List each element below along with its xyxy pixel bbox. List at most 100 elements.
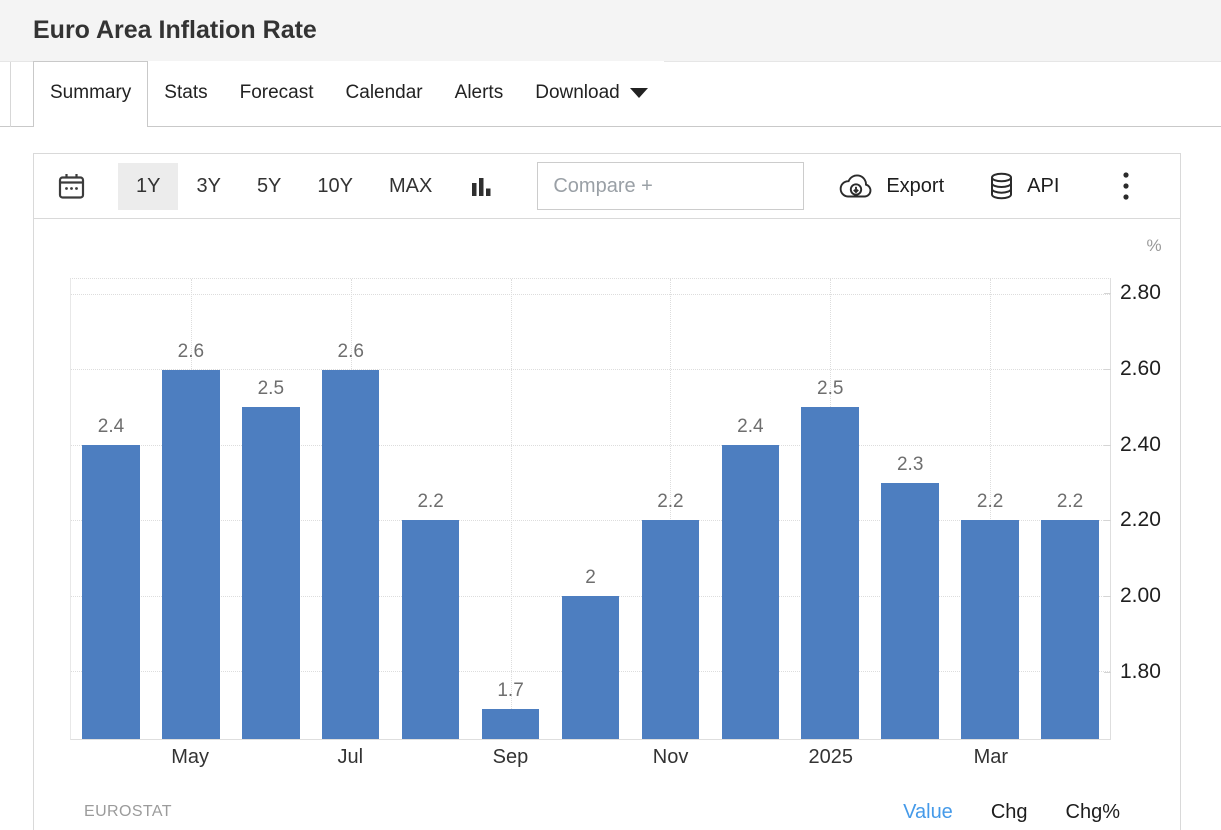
y-axis-tick-mark [1104, 671, 1111, 673]
y-gridline [71, 520, 1110, 522]
y-axis-tick-mark [1104, 520, 1111, 522]
y-axis-tick-label: 2.00 [1120, 584, 1161, 608]
kebab-menu-icon [1121, 169, 1131, 203]
chart-area: % 2.4 2.6 2.5 2.6 2.2 1.7 2 2.2 2.4 2.5 2.3 2.2 2.2 … [34, 219, 1180, 830]
bar-chart-icon [468, 173, 494, 199]
bar-slot: 2.5 [231, 279, 311, 739]
bar-slot: 2.2 [630, 279, 710, 739]
chart-footer: EUROSTAT Value Chg Chg% [34, 797, 1180, 827]
x-axis-tick-label: May [171, 746, 210, 768]
chart-toolbar: 1Y 3Y 5Y 10Y MAX Export [34, 154, 1180, 219]
bar-slot: 2.4 [71, 279, 151, 739]
bar-slot: 2.2 [391, 279, 471, 739]
calendar-button[interactable] [56, 171, 87, 202]
api-label: API [1027, 174, 1060, 197]
compare-input[interactable] [537, 162, 805, 210]
bar[interactable] [82, 444, 140, 739]
x-gridline [670, 279, 672, 739]
range-button-max[interactable]: MAX [389, 174, 433, 197]
bar-slot: 2.2 [1030, 279, 1110, 739]
tab-stats[interactable]: Stats [148, 61, 224, 125]
y-axis-tick-label: 2.20 [1120, 508, 1161, 532]
range-button-1y[interactable]: 1Y [118, 162, 179, 210]
tab-forecast[interactable]: Forecast [223, 61, 330, 125]
footer-link-value[interactable]: Value [903, 800, 953, 823]
tab-calendar[interactable]: Calendar [329, 61, 439, 125]
series-mode-links: Value Chg Chg% [903, 801, 1120, 824]
page-title: Euro Area Inflation Rate [33, 16, 317, 44]
tab-label: Summary [50, 82, 132, 103]
api-button[interactable]: API [987, 171, 1059, 202]
bar[interactable] [242, 407, 300, 739]
y-gridline [71, 294, 1110, 296]
y-axis-tick-label: 2.60 [1120, 356, 1161, 380]
chart-type-button[interactable] [468, 173, 494, 199]
y-gridline [71, 369, 1110, 371]
tab-label: Calendar [345, 82, 423, 103]
tab-bar-left-edge [10, 62, 11, 127]
tab-label: Download [535, 82, 620, 103]
bar-slot: 2 [551, 279, 631, 739]
y-axis-tick-label: 2.80 [1120, 281, 1161, 305]
bar-value-label: 2.4 [97, 415, 125, 437]
bar[interactable] [1041, 520, 1099, 739]
date-range-group: 1Y 3Y 5Y 10Y MAX [118, 162, 450, 210]
bar-value-label: 2.4 [737, 415, 764, 437]
bar-value-label: 1.7 [497, 679, 524, 701]
bar[interactable] [641, 520, 700, 739]
bar[interactable] [401, 520, 460, 739]
tab-label: Forecast [239, 82, 314, 103]
chart-panel: 1Y 3Y 5Y 10Y MAX Export [33, 153, 1181, 830]
bar[interactable] [162, 369, 220, 739]
bar-value-label: 2.3 [896, 453, 924, 475]
bars-container: 2.4 2.6 2.5 2.6 2.2 1.7 2 2.2 2.4 2.5 2.3 2.2 2.2 [71, 279, 1110, 739]
data-source-label: EUROSTAT [84, 803, 172, 820]
export-button[interactable]: Export [837, 173, 944, 200]
bar-slot: 2.6 [311, 279, 391, 739]
bar-value-label: 2.2 [976, 491, 1004, 513]
x-gridline [990, 279, 992, 739]
chevron-down-icon [629, 87, 648, 98]
bar[interactable] [881, 482, 939, 739]
bar-value-label: 2.6 [337, 340, 364, 362]
database-icon [987, 171, 1016, 202]
footer-link-chg[interactable]: Chg [990, 800, 1028, 823]
bar[interactable] [481, 708, 540, 739]
y-axis-tick-mark [1104, 596, 1111, 598]
tab-label: Stats [164, 82, 208, 103]
calendar-icon [56, 171, 87, 202]
y-axis-tick-label: 2.40 [1120, 432, 1161, 456]
tab-alerts[interactable]: Alerts [438, 61, 520, 125]
tab-bar: Summary Stats Forecast Calendar Alerts Downlo… [0, 61, 1221, 127]
bar-slot: 2.6 [151, 279, 231, 739]
bar-slot: 2.2 [950, 279, 1030, 739]
bar[interactable] [561, 595, 620, 739]
bar-slot: 1.7 [471, 279, 551, 739]
page-header: Euro Area Inflation Rate [0, 0, 1221, 62]
bar[interactable] [321, 369, 380, 739]
bar-value-label: 2.2 [657, 491, 684, 513]
bar-value-label: 2 [585, 566, 596, 588]
tab-download[interactable]: Download [519, 61, 664, 125]
x-axis-tick-label: Jul [337, 746, 364, 768]
bar[interactable] [721, 444, 780, 739]
bar-slot: 2.4 [710, 279, 790, 739]
footer-link-chgpct[interactable]: Chg% [1065, 800, 1120, 823]
y-axis-tick-mark [1104, 293, 1111, 295]
x-axis-tick-label: Mar [973, 746, 1009, 768]
bar[interactable] [801, 407, 860, 739]
range-button-10y[interactable]: 10Y [317, 174, 353, 197]
plot-area: 2.4 2.6 2.5 2.6 2.2 1.7 2 2.2 2.4 2.5 2.3 2.2 2.2 [70, 278, 1111, 740]
y-axis-unit-label: % [1146, 236, 1162, 255]
range-button-3y[interactable]: 3Y [196, 174, 221, 197]
x-axis-tick-label: 2025 [808, 746, 853, 768]
range-button-5y[interactable]: 5Y [256, 174, 282, 197]
bar-value-label: 2.2 [417, 491, 444, 513]
bar[interactable] [961, 520, 1019, 739]
tab-label: Alerts [454, 82, 504, 103]
x-axis-tick-label: Nov [652, 746, 689, 768]
export-label: Export [886, 174, 945, 197]
y-gridline [71, 444, 1110, 446]
tab-summary[interactable]: Summary [33, 61, 149, 127]
more-options-button[interactable] [1121, 169, 1131, 203]
